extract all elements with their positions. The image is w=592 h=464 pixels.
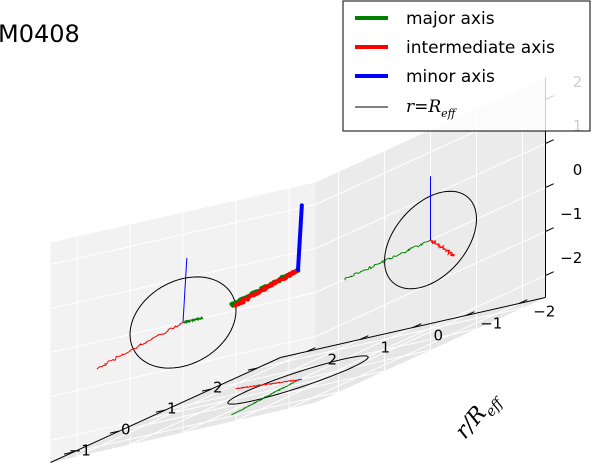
z-tick-label: −1	[560, 205, 582, 223]
chart-title: M0408	[0, 20, 80, 48]
grid-line	[50, 204, 316, 265]
x-tick	[359, 335, 369, 340]
grid-line	[257, 307, 523, 369]
series-projection-left	[182, 315, 204, 324]
z-tick-label: −2	[560, 249, 582, 267]
x-tick-label: −2	[533, 302, 555, 320]
y-tick-label: 1	[167, 400, 177, 418]
series-projection-floor	[231, 379, 300, 416]
x-tick-label: 2	[328, 350, 338, 368]
x-tick	[412, 323, 422, 328]
y-axis-label: r/Reff	[450, 386, 507, 447]
y-tick	[63, 451, 74, 455]
svg-text:r/Reff: r/Reff	[450, 386, 507, 447]
z-tick	[545, 227, 554, 232]
legend-box	[342, 0, 591, 132]
legend-label-major: major axis	[406, 9, 495, 29]
legend-label-minor: minor axis	[406, 67, 495, 87]
z-tick-label: 0	[573, 161, 583, 179]
x-tick-label: 0	[434, 326, 444, 344]
tick-marks	[63, 95, 554, 455]
series-lines	[96, 176, 455, 416]
series-projection-right	[344, 239, 431, 281]
series-projection-right	[429, 239, 455, 257]
z-tick	[545, 139, 554, 144]
y-tick-label: 2	[213, 379, 223, 397]
reff-circle-floor	[227, 355, 369, 405]
series-projection-left	[182, 257, 188, 323]
legend-label-reff: r=Reff	[406, 97, 458, 120]
y-tick-label: 0	[121, 421, 131, 439]
grid-line	[76, 351, 308, 457]
reff-circle-back-left	[129, 276, 237, 369]
y-tick-label: −1	[69, 442, 91, 460]
series-line	[233, 268, 300, 308]
y-tick	[201, 388, 212, 392]
series-projection-left	[96, 322, 185, 370]
x-tick-label: 1	[381, 338, 391, 356]
series-line	[296, 203, 304, 272]
legend: major axis intermediate axis minor axis …	[342, 0, 591, 132]
z-tick	[545, 183, 554, 188]
z-tick	[545, 271, 554, 276]
y-tick	[247, 367, 258, 371]
legend-label-reff-sub: eff	[441, 107, 458, 120]
x-tick	[465, 311, 475, 316]
y-tick-label: −2	[23, 463, 45, 464]
y-tick	[109, 430, 120, 434]
series-projection-floor	[235, 379, 299, 390]
x-tick-label: −1	[480, 314, 502, 332]
x-tick	[518, 299, 528, 304]
legend-label-intermediate: intermediate axis	[406, 38, 555, 58]
x-tick	[306, 347, 316, 352]
series-projection-floor	[297, 378, 302, 381]
y-tick	[155, 409, 166, 413]
legend-label-reff-main: r=R	[406, 97, 441, 117]
